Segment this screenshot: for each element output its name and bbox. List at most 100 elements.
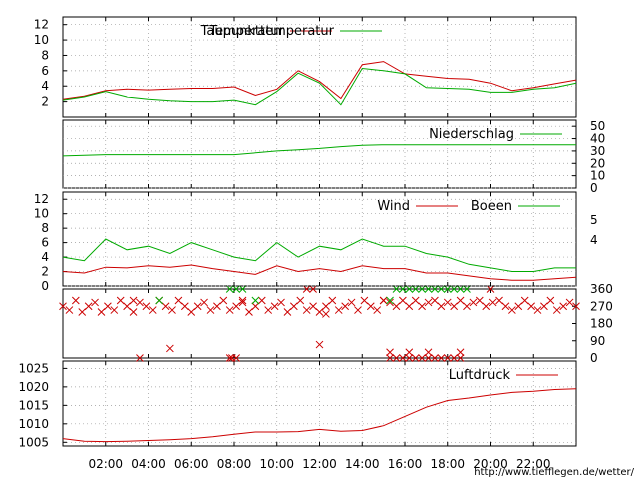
scatter-point	[174, 296, 183, 305]
series-line-1	[62, 67, 577, 106]
y-tick-label: 360	[590, 282, 613, 296]
x-tick-label: 04:00	[131, 457, 166, 471]
scatter-point	[431, 354, 439, 362]
x-tick-label: 16:00	[388, 457, 423, 471]
legend-label: Boeen	[471, 199, 512, 214]
legend-label: Luftdruck	[449, 368, 511, 383]
y-tick-label: 10	[590, 169, 605, 183]
scatter-point	[469, 298, 478, 307]
scatter-point	[418, 302, 426, 311]
scatter-point	[155, 296, 164, 305]
scatter-point	[411, 285, 420, 293]
scatter-point	[386, 298, 394, 307]
scatter-point	[405, 354, 414, 362]
scatter-point	[136, 298, 144, 307]
scatter-point	[424, 348, 433, 357]
x-tick-label: 08:00	[217, 457, 252, 471]
scatter-point	[59, 302, 67, 311]
scatter-point	[296, 296, 305, 305]
scatter-point	[392, 354, 401, 362]
x-tick-label: 12:00	[302, 457, 337, 471]
scatter-point	[206, 306, 215, 314]
scatter-point	[546, 296, 555, 305]
legend-label: Temperatur	[208, 24, 284, 39]
scatter-point	[456, 296, 465, 305]
scatter-point	[91, 298, 99, 307]
scatter-point	[514, 302, 523, 311]
scatter-point	[78, 308, 87, 316]
scatter-point	[187, 308, 196, 316]
scatter-point	[475, 296, 484, 305]
scatter-point	[437, 302, 446, 311]
scatter-point	[270, 302, 279, 311]
legend-label: Niederschlag	[429, 127, 514, 142]
scatter-point	[508, 306, 516, 314]
series-line-0	[62, 388, 577, 443]
scatter-point	[366, 302, 375, 311]
scatter-point	[315, 308, 324, 316]
y-tick-label: 0	[590, 351, 598, 365]
scatter-point	[129, 308, 138, 316]
y-tick-label: 0	[590, 181, 598, 195]
y-tick-label: 12	[34, 18, 49, 32]
scatter-point	[225, 285, 234, 293]
y-tick-label: 2	[41, 265, 49, 279]
series-line-0	[62, 264, 577, 281]
scatter-point	[232, 354, 240, 362]
scatter-point	[161, 302, 170, 311]
scatter-point	[495, 296, 503, 305]
y-tick-label: 180	[590, 317, 613, 331]
scatter-point	[225, 306, 234, 314]
scatter-point	[431, 285, 439, 293]
y-tick-label: 4	[41, 250, 49, 264]
scatter-point	[309, 302, 317, 311]
scatter-point	[450, 354, 459, 362]
scatter-point	[289, 302, 298, 311]
series-line-0	[62, 144, 576, 157]
scatter-point	[84, 302, 93, 311]
scatter-point	[232, 285, 240, 293]
url-label[interactable]: http://www.tiefflegen.de/wetter/	[474, 467, 634, 478]
scatter-point	[360, 296, 369, 305]
scatter-point	[238, 298, 247, 307]
y-tick-label: 0	[41, 279, 49, 293]
y-tick-label: 20	[590, 156, 605, 170]
scatter-point	[123, 302, 131, 311]
scatter-point	[386, 296, 394, 305]
x-tick-label: 10:00	[259, 457, 294, 471]
y-tick-label: 1020	[18, 380, 49, 394]
source-url[interactable]: http://www.tiefflegen.de/wetter/	[474, 467, 634, 478]
y-tick-label: 10	[34, 33, 49, 47]
legend-label: Wind	[377, 199, 410, 214]
x-tick-label: 22:00	[516, 457, 551, 471]
scatter-point	[251, 302, 260, 311]
scatter-point	[71, 296, 80, 305]
scatter-point	[405, 285, 414, 293]
y-tick-label: 90	[590, 334, 605, 348]
scatter-point	[238, 285, 247, 293]
right-axis-label: 5	[590, 213, 598, 227]
scatter-point	[347, 298, 356, 307]
panel-4: 1005 1010 1015 1020 1025 Luftdruck	[18, 360, 577, 449]
scatter-point	[486, 285, 495, 293]
panel-3: 0 90 180 270 360	[59, 282, 613, 365]
scatter-point	[399, 296, 407, 305]
scatter-point	[411, 354, 420, 362]
scatter-point	[322, 310, 330, 318]
y-tick-label: 4	[41, 79, 49, 93]
scatter-point	[341, 302, 350, 311]
y-tick-label: 30	[590, 144, 605, 158]
scatter-point	[373, 306, 382, 314]
y-tick-label: 12	[34, 192, 49, 206]
x-tick-label: 14:00	[345, 457, 380, 471]
scatter-point	[424, 298, 433, 307]
x-tick-label: 20:00	[473, 457, 508, 471]
scatter-point	[142, 302, 151, 311]
scatter-point	[437, 354, 446, 362]
scatter-point	[520, 296, 529, 305]
y-tick-label: 8	[41, 221, 49, 235]
